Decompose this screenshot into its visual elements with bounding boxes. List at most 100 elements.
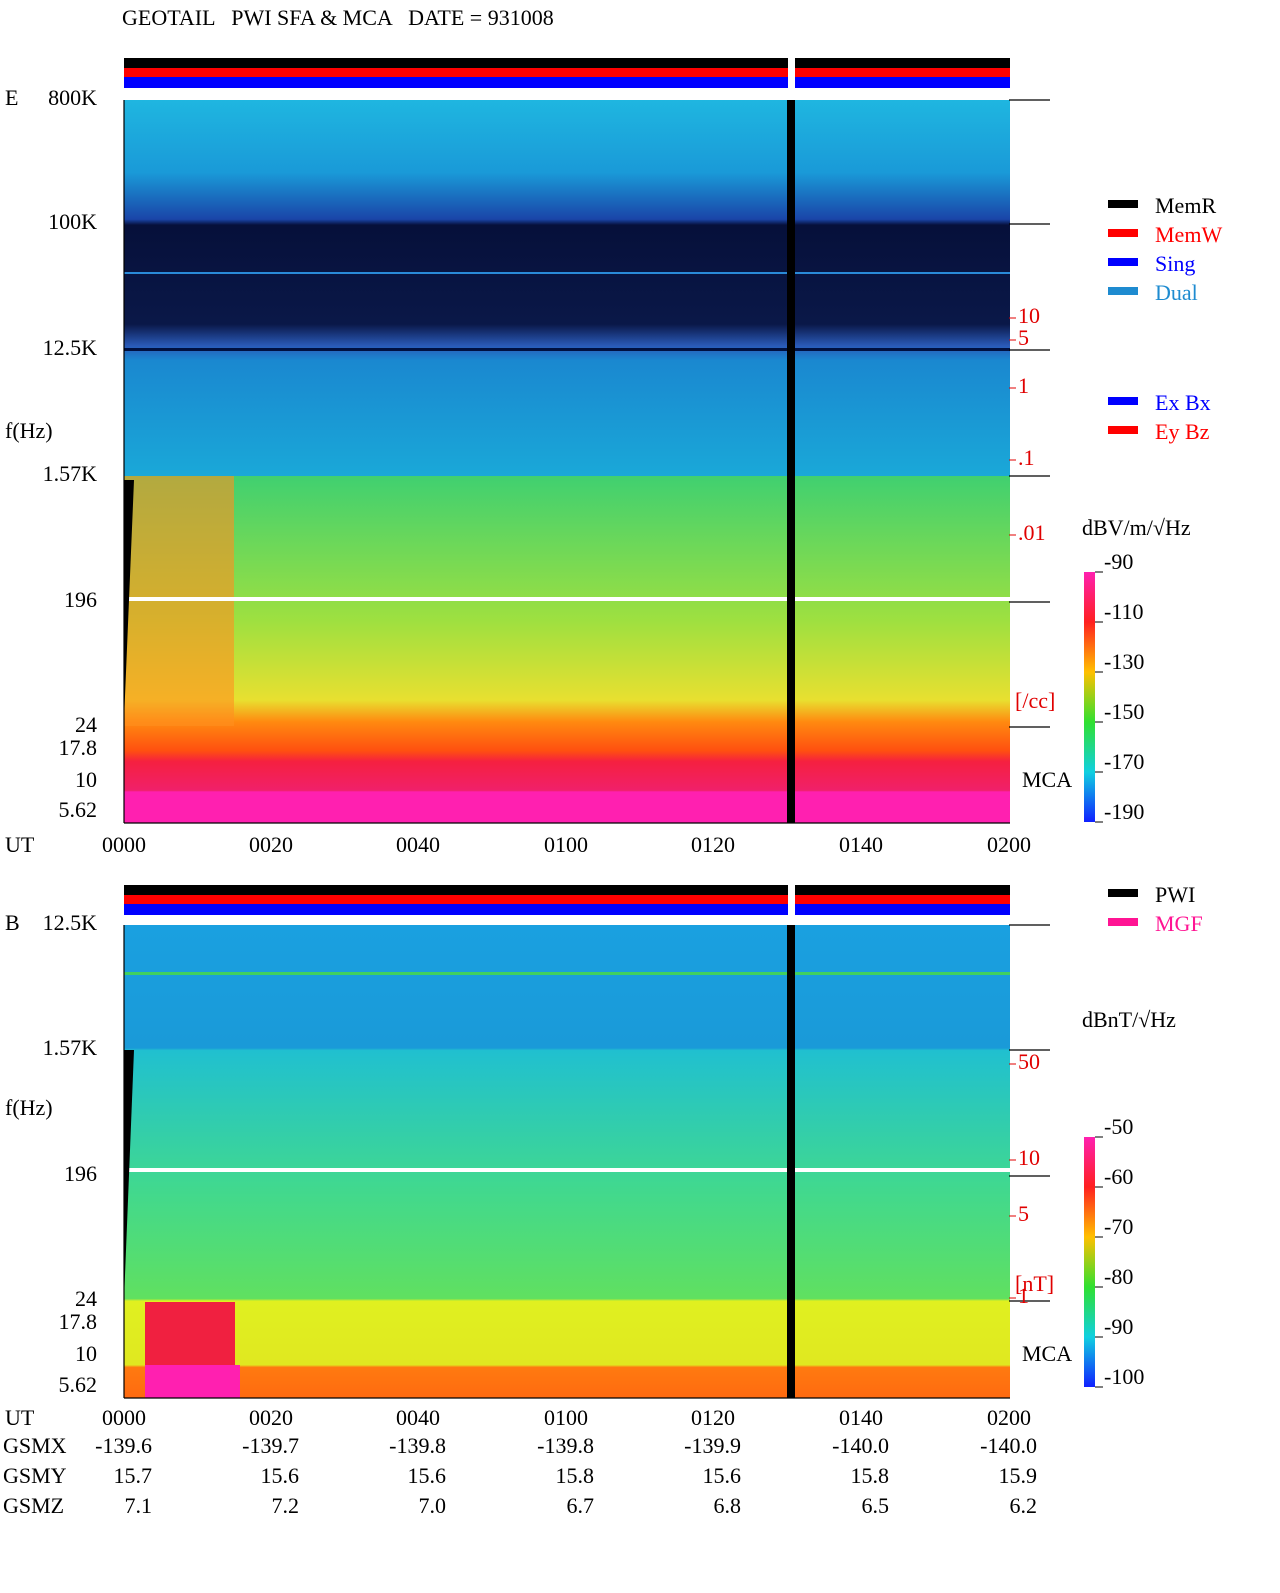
y-tick-label: 5.62: [59, 1372, 98, 1397]
colorbar-unit: dBV/m/√Hz: [1082, 515, 1191, 540]
orbit-value: 15.8: [556, 1463, 595, 1488]
legend-swatch: [1108, 258, 1138, 266]
right-scale-label: .1: [1018, 445, 1035, 470]
right-scale-label: 10: [1018, 303, 1040, 328]
x-axis-title: UT: [5, 832, 35, 857]
right-scale-label: [nT]: [1015, 1271, 1054, 1296]
legend-label: Ex Bx: [1155, 390, 1211, 415]
orbit-value: 7.0: [419, 1493, 447, 1518]
x-tick-label: 0200: [987, 832, 1031, 857]
legend-swatch: [1108, 889, 1138, 897]
y-tick-label: 24: [75, 712, 97, 737]
colorbar-tick-label: -80: [1104, 1264, 1133, 1289]
orbit-value: -139.9: [684, 1433, 741, 1458]
y-tick-label: 800K: [48, 85, 97, 110]
orbit-value: 6.8: [714, 1493, 742, 1518]
y-tick-label: 10: [75, 767, 97, 792]
orbit-value: 7.2: [272, 1493, 300, 1518]
y-tick-label: 5.62: [59, 797, 98, 822]
mca-label: MCA: [1022, 767, 1072, 792]
x-tick-label: 0100: [544, 1405, 588, 1430]
spectrogram-e: [124, 58, 1010, 823]
y-axis-title: f(Hz): [5, 418, 53, 443]
orbit-value: 15.6: [703, 1463, 742, 1488]
orbit-value: -139.8: [537, 1433, 594, 1458]
legend-label: Sing: [1155, 251, 1195, 276]
right-scale-label: [/cc]: [1015, 688, 1055, 713]
x-tick-label: 0200: [987, 1405, 1031, 1430]
orbit-value: -140.0: [980, 1433, 1037, 1458]
right-scale-label: 1: [1018, 373, 1029, 398]
spectrogram-b: [124, 885, 1010, 1398]
colorbar-tick-label: -110: [1104, 599, 1144, 624]
orbit-value: 15.6: [261, 1463, 300, 1488]
colorbar-tick-label: -100: [1104, 1364, 1144, 1389]
y-tick-label: 100K: [48, 209, 97, 234]
x-tick-label: 0100: [544, 832, 588, 857]
title: GEOTAIL PWI SFA & MCA DATE = 931008: [122, 5, 554, 30]
right-scale-label: .01: [1018, 520, 1046, 545]
axes: [123, 99, 1050, 1399]
legend-label: PWI: [1155, 882, 1195, 907]
orbit-value: -139.7: [242, 1433, 299, 1458]
y-tick-label: 12.5K: [43, 910, 98, 935]
x-tick-label: 0020: [249, 832, 293, 857]
y-tick-label: 17.8: [59, 1309, 98, 1334]
right-scale-label: 5: [1018, 1201, 1029, 1226]
x-tick-label: 0120: [691, 1405, 735, 1430]
right-scale-label: 5: [1018, 325, 1029, 350]
y-tick-label: 17.8: [59, 735, 98, 760]
x-tick-label: 0140: [839, 1405, 883, 1430]
orbit-value: -139.8: [389, 1433, 446, 1458]
orbit-value: -139.6: [95, 1433, 152, 1458]
y-tick-label: 1.57K: [43, 1035, 98, 1060]
x-tick-label: 0040: [396, 1405, 440, 1430]
colorbar-tick-label: -150: [1104, 699, 1144, 724]
x-axis-title: UT: [5, 1405, 35, 1430]
x-tick-label: 0040: [396, 832, 440, 857]
x-tick-label: 0140: [839, 832, 883, 857]
orbit-value: 15.6: [408, 1463, 447, 1488]
x-tick-label: 0000: [102, 832, 146, 857]
legend-label: MemW: [1155, 222, 1222, 247]
colorbar-b: [1084, 1137, 1095, 1387]
y-tick-label: 12.5K: [43, 335, 98, 360]
y-axis-title: f(Hz): [5, 1095, 53, 1120]
colorbar-tick-label: -190: [1104, 799, 1144, 824]
colorbar-tick-label: -70: [1104, 1214, 1133, 1239]
orbit-value: 15.9: [999, 1463, 1038, 1488]
y-tick-label: 24: [75, 1286, 97, 1311]
colorbar-e: [1084, 572, 1095, 822]
legend-swatch: [1108, 397, 1138, 405]
y-tick-label: 196: [64, 587, 97, 612]
right-scale-label: 50: [1018, 1049, 1040, 1074]
legend-swatch: [1108, 287, 1138, 295]
legend-swatch: [1108, 918, 1138, 926]
colorbar-tick-label: -60: [1104, 1164, 1133, 1189]
right-scale-label: 1: [1018, 1283, 1029, 1308]
panel-label: B: [5, 910, 20, 935]
legend-swatch: [1108, 200, 1138, 208]
y-tick-label: 10: [75, 1341, 97, 1366]
orbit-name: GSMZ: [3, 1493, 64, 1518]
orbit-value: 15.7: [114, 1463, 153, 1488]
panel-label: E: [5, 85, 18, 110]
colorbar-tick-label: -90: [1104, 549, 1133, 574]
colorbar-unit: dBnT/√Hz: [1082, 1007, 1176, 1032]
colorbar-tick-label: -170: [1104, 749, 1144, 774]
legend-label: MGF: [1155, 911, 1203, 936]
orbit-value: 6.5: [862, 1493, 890, 1518]
orbit-name: GSMX: [3, 1433, 67, 1458]
mca-label: MCA: [1022, 1341, 1072, 1366]
orbit-value: -140.0: [832, 1433, 889, 1458]
orbit-value: 6.2: [1010, 1493, 1038, 1518]
colorbar-tick-label: -90: [1104, 1314, 1133, 1339]
orbit-value: 6.7: [567, 1493, 595, 1518]
colorbar-tick-label: -130: [1104, 649, 1144, 674]
right-scale-label: 10: [1018, 1145, 1040, 1170]
legend-swatch: [1108, 229, 1138, 237]
legend-label: Dual: [1155, 280, 1198, 305]
legend-swatch: [1108, 426, 1138, 434]
orbit-value: 7.1: [125, 1493, 153, 1518]
